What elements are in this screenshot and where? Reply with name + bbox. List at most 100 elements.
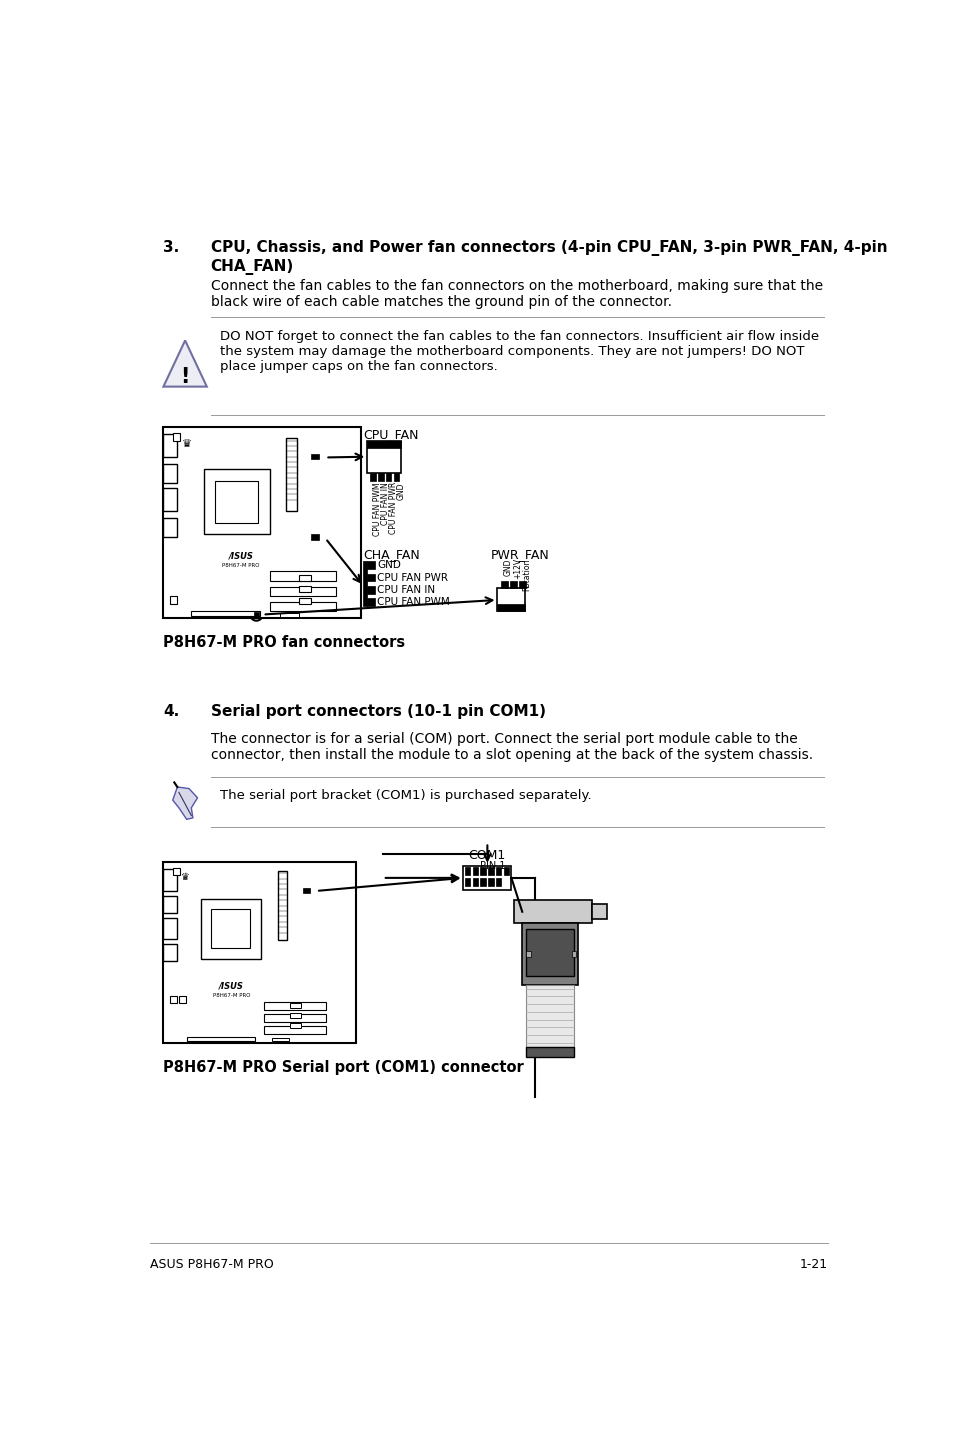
Bar: [212, 909, 250, 948]
Text: /ISUS: /ISUS: [219, 982, 244, 991]
Bar: [503, 867, 509, 874]
Bar: [525, 929, 574, 975]
Bar: [163, 917, 177, 939]
Bar: [200, 899, 261, 959]
Bar: [464, 867, 470, 874]
Bar: [367, 561, 375, 569]
Bar: [367, 440, 401, 473]
Polygon shape: [163, 341, 207, 387]
Bar: [290, 1024, 300, 1028]
Bar: [592, 905, 607, 919]
Bar: [367, 587, 375, 594]
Text: CHA_FAN: CHA_FAN: [363, 548, 419, 561]
Bar: [370, 473, 375, 480]
Bar: [270, 603, 335, 611]
Bar: [311, 453, 319, 459]
Text: P8H67-M PRO: P8H67-M PRO: [222, 562, 259, 568]
Bar: [472, 867, 477, 874]
Text: 3.: 3.: [163, 240, 179, 256]
Bar: [496, 877, 500, 886]
Text: ♛: ♛: [180, 871, 190, 881]
Bar: [270, 587, 335, 597]
Bar: [298, 587, 311, 592]
Text: GND: GND: [503, 558, 512, 575]
Bar: [170, 997, 176, 1004]
Bar: [291, 453, 297, 463]
Text: +12V: +12V: [513, 558, 521, 580]
Text: CPU, Chassis, and Power fan connectors (4-pin CPU_FAN, 3-pin PWR_FAN, 4-pin
CHA_: CPU, Chassis, and Power fan connectors (…: [211, 240, 886, 275]
Bar: [472, 877, 477, 886]
Bar: [163, 945, 177, 961]
Bar: [279, 613, 298, 617]
Text: PWR_FAN: PWR_FAN: [491, 548, 550, 561]
Bar: [463, 866, 511, 890]
Bar: [394, 473, 398, 480]
Bar: [291, 441, 297, 452]
Bar: [363, 561, 367, 605]
Bar: [514, 900, 592, 923]
Bar: [298, 575, 311, 581]
Bar: [385, 473, 391, 480]
Text: CPU FAN IN: CPU FAN IN: [380, 482, 390, 525]
Bar: [179, 997, 186, 1004]
Bar: [480, 877, 485, 886]
Text: DO NOT forget to connect the fan cables to the fan connectors. Insufficient air : DO NOT forget to connect the fan cables …: [220, 331, 819, 374]
Text: P8H67-M PRO: P8H67-M PRO: [213, 994, 250, 998]
Bar: [525, 1047, 574, 1057]
Bar: [264, 1002, 326, 1009]
Bar: [253, 613, 258, 615]
Bar: [298, 598, 311, 604]
Text: CPU FAN PWR: CPU FAN PWR: [388, 482, 397, 535]
Text: CPU FAN PWR: CPU FAN PWR: [377, 572, 448, 582]
Bar: [170, 597, 177, 604]
Polygon shape: [172, 787, 197, 820]
Bar: [500, 581, 507, 588]
Bar: [367, 598, 375, 605]
Bar: [163, 434, 177, 457]
Bar: [163, 870, 177, 892]
Text: !: !: [180, 367, 190, 387]
Bar: [367, 574, 375, 581]
Bar: [291, 464, 297, 475]
Bar: [264, 1027, 326, 1034]
Bar: [571, 951, 576, 958]
Bar: [290, 1004, 300, 1008]
Text: The serial port bracket (COM1) is purchased separately.: The serial port bracket (COM1) is purcha…: [220, 788, 591, 801]
Text: P8H67-M PRO Serial port (COM1) connector: P8H67-M PRO Serial port (COM1) connector: [163, 1060, 523, 1074]
Bar: [488, 867, 493, 874]
Text: /ISUS: /ISUS: [229, 552, 253, 561]
Text: Connect the fan cables to the fan connectors on the motherboard, making sure tha: Connect the fan cables to the fan connec…: [211, 279, 821, 309]
Bar: [187, 1037, 254, 1041]
Text: CPU FAN PWM: CPU FAN PWM: [377, 597, 450, 607]
Text: GND: GND: [395, 482, 405, 499]
Bar: [163, 463, 177, 483]
Text: COM1: COM1: [468, 848, 505, 861]
Bar: [278, 871, 287, 940]
Bar: [488, 877, 493, 886]
Bar: [286, 439, 296, 512]
Bar: [367, 440, 401, 449]
Text: CPU FAN PWM: CPU FAN PWM: [373, 482, 381, 535]
Bar: [525, 985, 574, 1047]
Text: Rotation: Rotation: [521, 558, 531, 591]
Text: 4.: 4.: [163, 703, 179, 719]
Bar: [215, 480, 257, 523]
Bar: [480, 867, 485, 874]
Bar: [172, 869, 179, 874]
Bar: [521, 923, 578, 985]
Text: CPU_FAN: CPU_FAN: [363, 429, 418, 441]
Bar: [497, 604, 525, 611]
Bar: [291, 477, 297, 486]
Text: Serial port connectors (10-1 pin COM1): Serial port connectors (10-1 pin COM1): [211, 703, 545, 719]
Bar: [464, 877, 470, 886]
Text: P8H67-M PRO fan connectors: P8H67-M PRO fan connectors: [163, 634, 405, 650]
Text: PIN 1: PIN 1: [479, 861, 504, 871]
Bar: [172, 433, 180, 440]
Bar: [496, 867, 500, 874]
Text: GND: GND: [377, 561, 401, 571]
Bar: [163, 427, 360, 617]
Bar: [497, 588, 525, 611]
Bar: [272, 1038, 289, 1041]
Bar: [525, 951, 530, 958]
Bar: [311, 535, 319, 539]
